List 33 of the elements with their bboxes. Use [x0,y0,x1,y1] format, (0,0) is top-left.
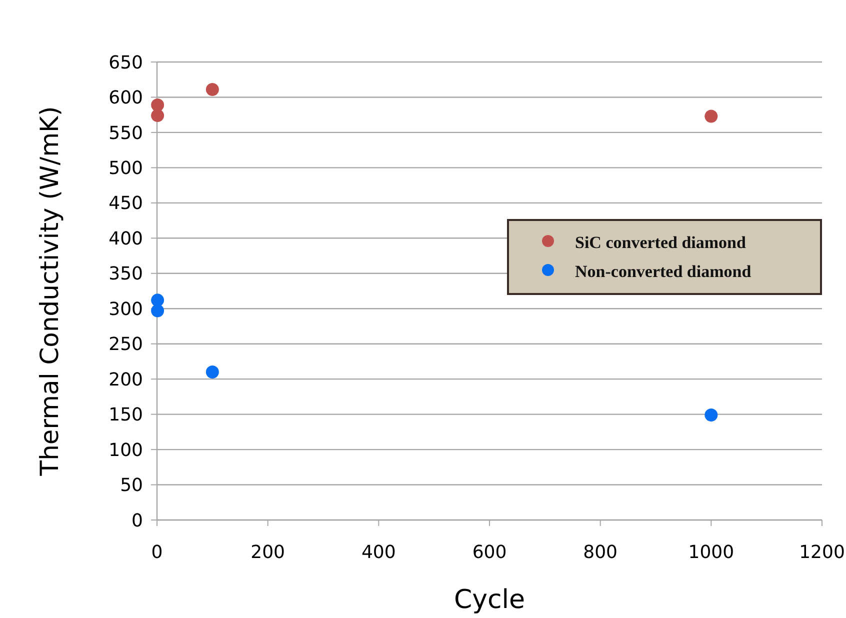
y-tick-label: 100 [108,440,143,461]
y-tick-label: 50 [120,475,143,496]
y-tick-label: 650 [108,52,143,74]
x-tick-label: 800 [583,542,618,563]
y-tick-label: 500 [108,158,143,179]
legend-label: Non-converted diamond [575,262,752,281]
x-tick-label: 200 [250,542,286,563]
y-tick-label: 550 [108,122,143,144]
x-tick-label: 400 [361,542,396,563]
y-tick-label: 300 [108,298,143,320]
point [151,98,164,112]
y-tick-label: 200 [108,369,143,390]
y-tick-label: 350 [108,264,143,285]
y-tick-label: 600 [108,88,143,109]
y-axis-title: Thermal Conductivity (W/mK) [35,106,64,477]
y-tick-label: 0 [132,510,143,532]
x-tick-label: 1000 [688,542,734,563]
y-tick-label: 150 [108,404,143,426]
point [206,366,219,379]
point [704,408,718,422]
x-tick-label: 600 [472,542,507,563]
y-tick-label: 250 [108,334,143,356]
point [151,109,164,122]
x-axis-title: Cycle [454,585,526,615]
point [151,304,164,318]
x-tick-label: 1200 [799,542,845,563]
y-tick-label: 400 [108,228,143,250]
point [151,294,164,307]
x-tick-label: 0 [151,542,163,563]
legend-label: SiC converted diamond [575,232,746,252]
point [704,110,718,123]
y-tick-label: 450 [108,193,143,214]
point [206,82,219,96]
